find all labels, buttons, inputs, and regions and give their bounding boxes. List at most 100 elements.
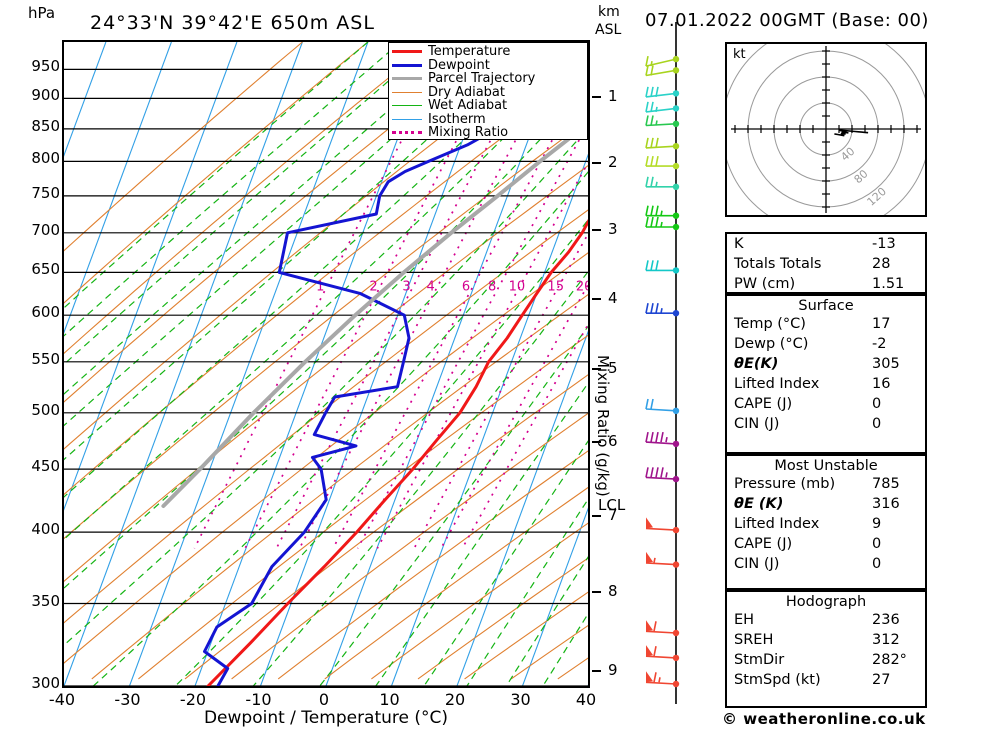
pressure-axis-unit-label: hPa [28, 4, 56, 22]
pressure-axis: 300 350 400 450 500 550 600 650 700 750 800 850 900 9… [10, 40, 60, 692]
surface-key: CAPE (J) [734, 396, 793, 412]
panel-row: θE (K) 316 [727, 494, 925, 514]
most-unstable-key: CAPE (J) [734, 536, 793, 552]
height-tick [592, 161, 601, 164]
height-tick-label: 8 [608, 582, 618, 601]
wind-barb [645, 398, 680, 414]
surface-panel-title: Surface [798, 298, 854, 314]
skewt-plot-area[interactable]: 12346810152025 [62, 40, 590, 688]
temperature-tick-label: 30 [510, 690, 531, 709]
pressure-tick-label: 300 [31, 674, 60, 692]
panel-row: PW (cm) 1.51 [727, 274, 925, 294]
wind-barb [645, 55, 680, 67]
mixing-ratio-label: 1 [316, 280, 324, 295]
hodo-stat-key: SREH [734, 632, 774, 648]
mixing-ratio-axis-label: Mixing Ratio (g/kg) [594, 355, 612, 497]
surface-value: 0 [872, 416, 882, 432]
panel-row: Lifted Index 16 [727, 374, 925, 394]
panel-row: StmDir 282° [727, 650, 925, 670]
panel-row: CAPE (J) 0 [727, 394, 925, 414]
height-axis-asl-label: ASL [595, 22, 622, 38]
most-unstable-value: 0 [872, 556, 882, 572]
legend-label: Wet Adiabat [428, 98, 508, 114]
temperature-tick-label: -40 [48, 690, 76, 709]
legend-swatch-icon [392, 105, 422, 107]
pressure-tick-label: 600 [31, 303, 60, 322]
hodograph-ring-label: 40 [838, 145, 857, 164]
model-run-title: 07.01.2022 00GMT (Base: 00) [645, 10, 929, 31]
surface-value: 305 [872, 356, 900, 372]
temperature-tick-label: -20 [179, 690, 207, 709]
hodograph-panel[interactable]: kt 40 80 120 [725, 42, 927, 217]
wind-barb [645, 551, 680, 568]
most-unstable-key: Pressure (mb) [734, 476, 836, 492]
legend-swatch-icon [392, 118, 422, 120]
panel-row: CIN (J) 0 [727, 414, 925, 434]
hodograph-stats-title: Hodograph [785, 594, 867, 610]
legend-swatch-icon [392, 50, 422, 54]
most-unstable-value: 0 [872, 536, 882, 552]
wind-barb [645, 620, 680, 637]
hodo-stat-value: 236 [872, 612, 900, 628]
legend-label: Mixing Ratio [428, 125, 509, 141]
surface-value: 17 [872, 316, 891, 332]
height-axis: 1 2 3 4 5 6 7 8 9 [592, 40, 638, 688]
index-key: Totals Totals [734, 256, 822, 272]
pressure-tick-label: 950 [31, 57, 60, 76]
wind-barb [645, 645, 680, 662]
panel-row: EH 236 [727, 610, 925, 630]
height-tick-label: 6 [608, 431, 618, 450]
legend-swatch-icon [392, 131, 422, 135]
wind-barb [645, 260, 680, 274]
temperature-tick-label: 10 [379, 690, 400, 709]
hodograph-ring-label: 120 [865, 185, 889, 209]
mixing-ratio-label: 6 [462, 280, 470, 295]
panel-row: θE(K) 305 [727, 354, 925, 374]
most-unstable-key: Lifted Index [734, 516, 820, 532]
panel-row: Dewp (°C) -2 [727, 334, 925, 354]
pressure-tick-label: 450 [31, 457, 60, 476]
surface-key: Dewp (°C) [734, 336, 809, 352]
height-tick [592, 368, 601, 371]
pressure-tick-label: 850 [31, 116, 60, 135]
pressure-tick-label: 700 [31, 220, 60, 239]
hodograph-unit-label: kt [733, 47, 746, 62]
legend-label: Dewpoint [428, 57, 490, 73]
legend-item-wet-adiabat: Wet Adiabat [392, 99, 584, 113]
surface-parcel-panel: Surface Temp (°C) 17 Dewp (°C) -2 θE(K) 305 Lif… [725, 294, 927, 454]
legend-swatch-icon [392, 77, 422, 81]
wind-barb [645, 86, 680, 98]
legend-label: Dry Adiabat [428, 84, 505, 100]
wind-barb [645, 205, 680, 219]
index-key: K [734, 236, 744, 252]
index-key: PW (cm) [734, 276, 796, 292]
series-dewpoint [203, 59, 546, 686]
temperature-tick-label: -10 [245, 690, 272, 709]
hodo-stat-key: StmSpd (kt) [734, 672, 821, 688]
hodo-stat-key: EH [734, 612, 755, 628]
wind-barb-column [645, 22, 680, 704]
stability-indices-panel: K -13 Totals Totals 28 PW (cm) 1.51 [725, 232, 927, 294]
mixing-ratio-label: 15 [547, 280, 564, 295]
wind-barb [645, 216, 680, 231]
surface-value: 16 [872, 376, 891, 392]
wind-barb [645, 303, 680, 317]
legend-item-parcel-trajectory: Parcel Trajectory [392, 72, 584, 86]
index-value: 1.51 [872, 276, 905, 292]
pressure-tick-label: 400 [31, 520, 60, 539]
height-tick [592, 515, 601, 518]
legend-item-mixing-ratio: Mixing Ratio [392, 126, 584, 140]
lcl-marker-label: LCL [598, 496, 626, 514]
hodograph-trace [834, 129, 869, 137]
legend-item-dewpoint: Dewpoint [392, 59, 584, 73]
panel-row: StmSpd (kt) 27 [727, 670, 925, 690]
temperature-tick-label: 0 [318, 690, 330, 709]
station-title: 24°33'N 39°42'E 650m ASL [90, 12, 375, 34]
mixing-ratio-label: 2 [369, 280, 377, 295]
series-temperature [206, 218, 588, 686]
chart-legend: Temperature Dewpoint Parcel Trajectory Dry … [388, 42, 588, 140]
wind-barb [645, 137, 680, 150]
index-value: -13 [872, 236, 896, 252]
hodograph-stats-panel: Hodograph EH 236 SREH 312 StmDir 282° StmSpd (k… [725, 590, 927, 708]
